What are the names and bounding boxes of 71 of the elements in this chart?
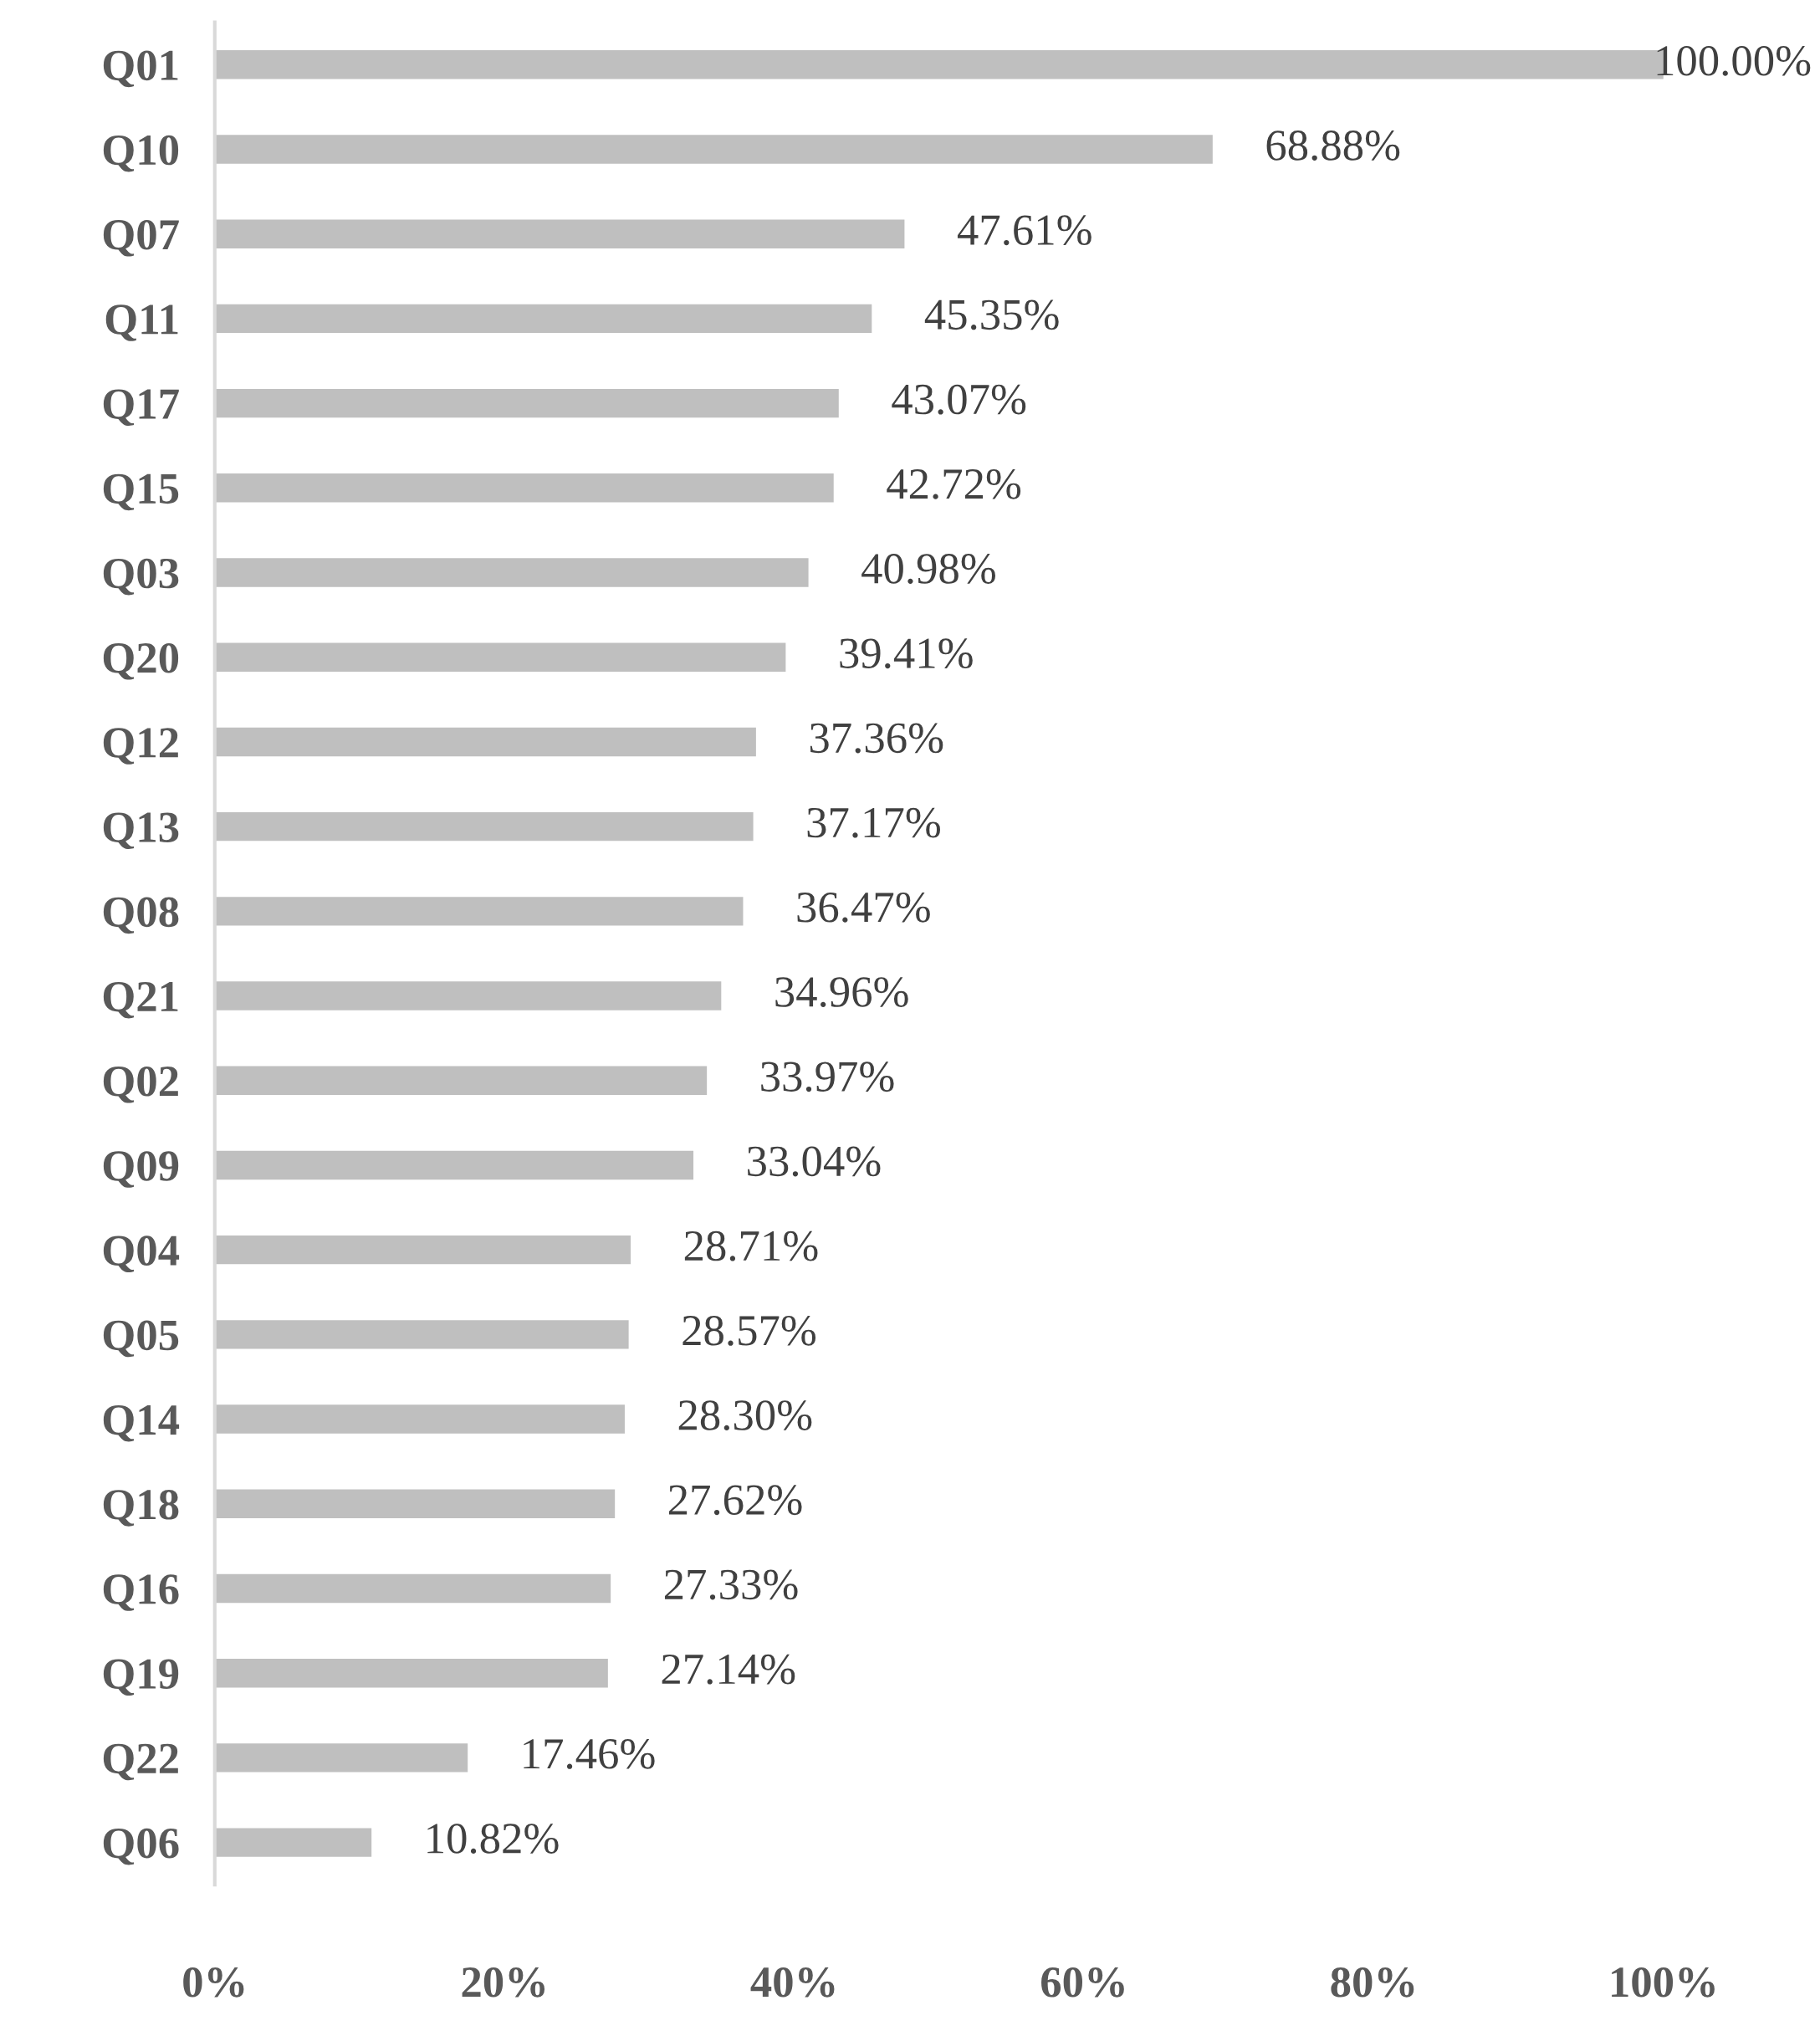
y-tick-label: Q09 xyxy=(103,1151,179,1188)
y-tick-label: Q10 xyxy=(103,135,179,172)
bar xyxy=(214,1404,625,1434)
data-label: 27.62% xyxy=(668,1485,802,1516)
bar xyxy=(214,1150,694,1180)
y-tick-label: Q21 xyxy=(103,981,178,1019)
x-tick-label: 20% xyxy=(462,1967,545,1998)
data-label: 45.35% xyxy=(924,299,1059,330)
y-tick-label: Q12 xyxy=(103,728,178,765)
bar xyxy=(214,1828,372,1857)
bar xyxy=(214,642,786,672)
bar xyxy=(214,304,872,334)
y-tick-label: Q03 xyxy=(103,558,179,596)
y-tick-label: Q13 xyxy=(103,812,179,850)
data-label: 37.17% xyxy=(807,807,940,838)
y-tick-label: Q17 xyxy=(103,389,179,426)
data-label: 42.72% xyxy=(887,468,1021,499)
bar xyxy=(214,981,722,1010)
x-tick-label: 60% xyxy=(1041,1967,1124,1998)
y-tick-label: Q20 xyxy=(103,642,179,680)
data-label: 10.82% xyxy=(427,1824,559,1855)
y-tick-label: Q05 xyxy=(103,1320,179,1358)
data-label: 100.00% xyxy=(1657,45,1811,76)
data-label: 39.41% xyxy=(840,638,973,669)
y-tick-label: Q04 xyxy=(103,1235,180,1273)
y-tick-label: Q15 xyxy=(103,473,179,511)
bar xyxy=(214,1573,611,1604)
bar xyxy=(214,1235,631,1265)
bar xyxy=(214,727,756,757)
y-tick-label: Q14 xyxy=(103,1404,180,1442)
data-label: 37.36% xyxy=(810,723,943,754)
bar xyxy=(214,558,809,587)
bar xyxy=(214,1066,708,1095)
data-label: 17.46% xyxy=(524,1738,655,1769)
y-tick-label: Q06 xyxy=(103,1828,179,1865)
y-tick-label: Q22 xyxy=(103,1743,178,1781)
y-tick-label: Q01 xyxy=(103,50,178,88)
bar xyxy=(214,1743,468,1773)
bar xyxy=(214,1489,616,1518)
bar xyxy=(214,811,754,842)
data-label: 33.97% xyxy=(761,1062,894,1092)
y-tick-label: Q19 xyxy=(103,1659,179,1696)
bar xyxy=(214,219,905,248)
bar xyxy=(214,1658,608,1688)
data-label: 68.88% xyxy=(1266,130,1400,161)
x-tick-label: 40% xyxy=(750,1967,835,1998)
data-label: 47.61% xyxy=(957,215,1091,246)
bar xyxy=(214,388,839,418)
bar xyxy=(214,1320,629,1349)
data-label: 40.98% xyxy=(861,554,995,584)
data-label: 28.57% xyxy=(682,1315,816,1346)
data-label: 43.07% xyxy=(892,384,1026,415)
y-tick-label: Q07 xyxy=(103,219,179,257)
data-label: 28.30% xyxy=(678,1400,812,1431)
y-tick-label: Q02 xyxy=(103,1066,178,1103)
data-label: 27.33% xyxy=(664,1569,798,1600)
data-label: 34.96% xyxy=(775,977,908,1007)
x-tick-label: 80% xyxy=(1331,1967,1414,1998)
data-label: 36.47% xyxy=(797,892,930,923)
data-label: 28.71% xyxy=(684,1230,818,1261)
data-label: 33.04% xyxy=(748,1146,881,1177)
bar xyxy=(214,897,744,926)
y-tick-label: Q11 xyxy=(105,304,178,341)
y-tick-label: Q18 xyxy=(103,1489,179,1527)
y-tick-label: Q08 xyxy=(103,897,179,934)
x-tick-label: 100% xyxy=(1612,1967,1715,1998)
y-tick-label: Q16 xyxy=(103,1574,179,1611)
data-label: 27.14% xyxy=(662,1654,795,1685)
bar xyxy=(214,135,1213,164)
bar xyxy=(214,473,834,503)
x-tick-label: 0% xyxy=(183,1967,244,1998)
